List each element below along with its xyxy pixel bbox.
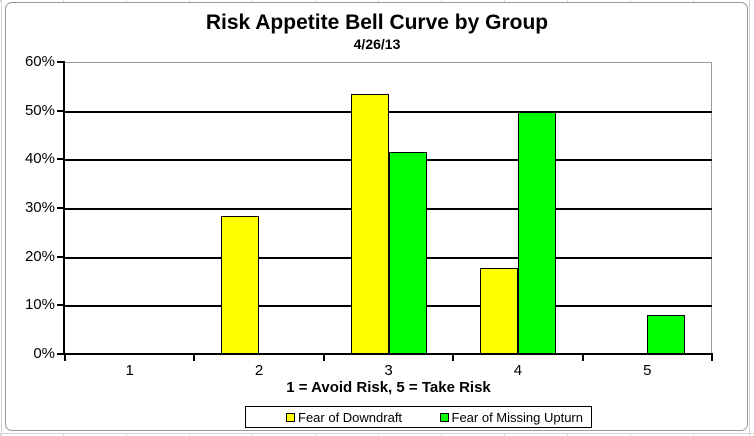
plot-area[interactable]	[65, 62, 712, 355]
legend-label: Fear of Missing Upturn	[451, 409, 584, 425]
x-axis-tick	[193, 354, 196, 361]
worksheet-gridline-stub	[189, 0, 190, 2]
bar-series2-cat5[interactable]	[647, 314, 686, 355]
x-axis-category-label: 3	[384, 362, 393, 379]
y-axis-tick-label: 30%	[24, 199, 55, 216]
legend-swatch-icon	[286, 412, 295, 422]
worksheet-gridline-stub	[441, 0, 442, 2]
worksheet-gridline	[0, 433, 754, 434]
worksheet-gridline-stub	[63, 433, 64, 436]
worksheet-gridline	[749, 0, 750, 436]
worksheet-gridline-stub	[126, 0, 127, 2]
worksheet-gridline-stub	[693, 0, 694, 2]
chart-subtitle: 4/26/13	[353, 36, 401, 52]
worksheet-gridline-stub	[315, 433, 316, 436]
worksheet-gridline-stub	[378, 433, 379, 436]
x-axis-line	[63, 353, 713, 355]
y-axis-tick	[57, 255, 65, 258]
y-axis-tick	[57, 109, 65, 112]
worksheet-gridline-stub	[630, 0, 631, 2]
y-axis-tick-label: 10%	[24, 296, 55, 314]
y-axis-tick	[57, 207, 65, 209]
y-axis-tick-label: 40%	[24, 150, 55, 168]
x-axis-tick	[452, 354, 455, 361]
x-axis-title: 1 = Avoid Risk, 5 = Take Risk	[286, 379, 491, 396]
y-axis-tick	[57, 353, 65, 355]
worksheet-gridline-stub	[63, 0, 64, 2]
x-axis-category-label: 5	[643, 362, 652, 379]
x-axis-category-label: 2	[254, 362, 264, 379]
y-axis-tick	[57, 61, 65, 63]
worksheet-gridline-stub	[441, 433, 442, 436]
chart-title: Risk Appetite Bell Curve by Group	[205, 11, 549, 34]
worksheet-gridline-stub	[0, 0, 1, 2]
worksheet-gridline-stub	[504, 433, 505, 436]
bar-series1-cat2[interactable]	[221, 215, 260, 355]
legend[interactable]: Fear of Downdraft Fear of Missing Upturn	[245, 406, 592, 428]
bar-series1-cat3[interactable]	[350, 94, 389, 355]
y-axis-tick	[57, 158, 65, 161]
worksheet-gridline-stub	[315, 0, 316, 2]
y-axis-tick-label: 20%	[24, 247, 55, 265]
worksheet-gridline-stub	[126, 433, 127, 436]
worksheet-gridline-stub	[378, 0, 379, 2]
legend-item-series1[interactable]: Fear of Downdraft	[286, 411, 402, 424]
legend-swatch-icon	[439, 412, 449, 422]
worksheet-gridline-stub	[189, 433, 190, 436]
x-axis-tick	[581, 354, 584, 361]
worksheet-gridline-stub	[567, 0, 568, 2]
worksheet-gridline-stub	[567, 433, 568, 436]
legend-item-series2[interactable]: Fear of Missing Upturn	[439, 409, 584, 425]
x-axis-category-label: 1	[125, 362, 134, 379]
worksheet-gridline-stub	[693, 433, 694, 436]
y-axis-tick-label: 60%	[24, 53, 55, 70]
worksheet-gridline-stub	[0, 433, 1, 436]
worksheet-gridline	[1, 0, 2, 436]
bar-series1-cat4[interactable]	[479, 267, 518, 355]
y-axis-tick	[57, 304, 65, 307]
bar-series2-cat3[interactable]	[388, 152, 427, 355]
x-axis-tick	[711, 354, 713, 361]
worksheet-gridline-stub	[630, 433, 631, 436]
worksheet-gridline-stub	[504, 0, 505, 2]
y-axis-tick-label: 50%	[24, 101, 55, 119]
x-axis-tick	[64, 354, 66, 361]
bar-series2-cat4[interactable]	[517, 111, 556, 355]
x-axis-category-label: 4	[513, 362, 523, 379]
worksheet-gridline-stub	[252, 0, 253, 2]
gridline	[65, 110, 712, 113]
x-axis-tick	[322, 354, 325, 361]
worksheet-gridline-stub	[252, 433, 253, 436]
legend-label: Fear of Downdraft	[298, 409, 403, 425]
y-axis-tick-label: 0%	[33, 345, 55, 362]
